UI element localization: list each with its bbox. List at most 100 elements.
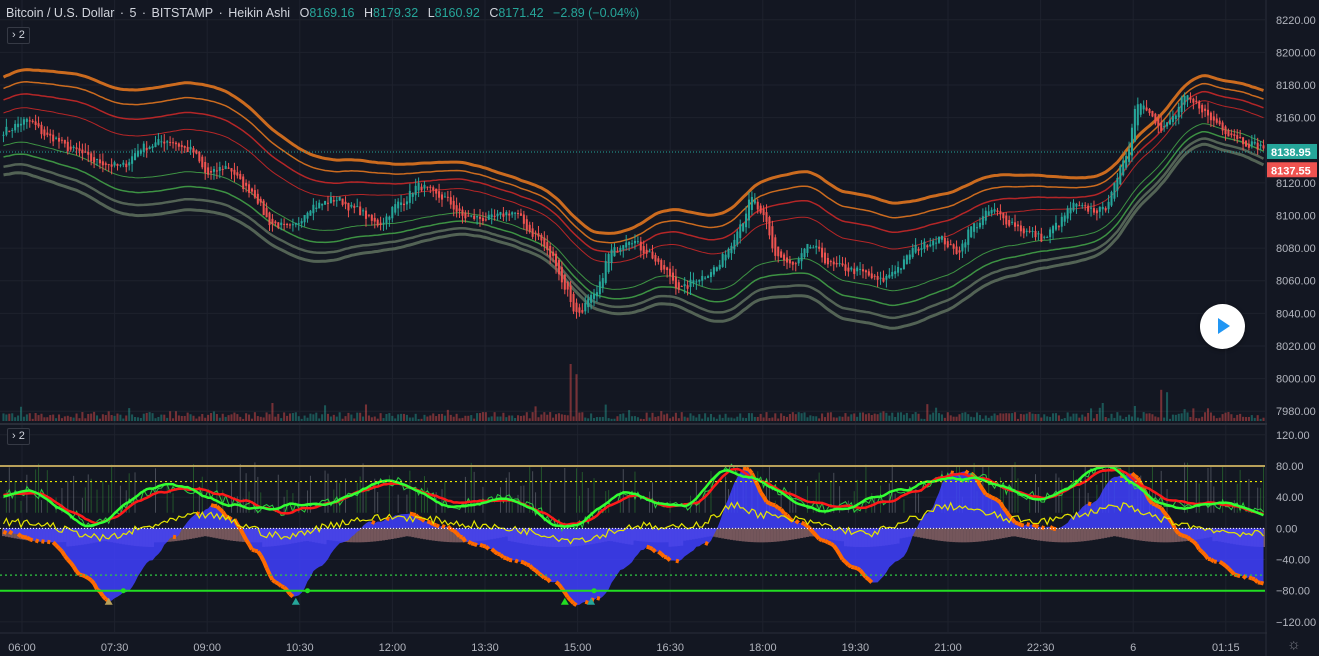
candle-body <box>844 264 847 271</box>
candle-body <box>595 292 598 297</box>
interval[interactable]: 5 <box>129 6 137 20</box>
volume-bar <box>1198 418 1201 421</box>
volume-bar <box>651 412 654 421</box>
volume-bar <box>312 414 315 421</box>
volume-bar <box>467 415 470 421</box>
candle-body <box>967 229 970 245</box>
oscillator-falling-edge <box>458 534 464 540</box>
settings-gear-icon[interactable]: ☼ <box>1287 636 1301 653</box>
oscillator-histogram-bar <box>382 528 385 541</box>
candle-body <box>151 146 154 149</box>
oscillator-falling-edge <box>861 572 868 579</box>
candle-body <box>522 214 525 224</box>
indicators-toggle-lower[interactable]: › 2 <box>7 428 30 445</box>
candle-body <box>718 264 721 270</box>
candle-body <box>481 217 484 221</box>
candle-body <box>1256 142 1259 150</box>
candle-body <box>128 162 131 166</box>
candle-body <box>218 166 221 171</box>
time-tick-label: 21:00 <box>934 642 962 654</box>
candle-body <box>101 161 104 166</box>
candle-body <box>873 275 876 277</box>
oscillator-histogram-bar <box>966 528 970 543</box>
candle-body <box>321 203 324 206</box>
candle-body <box>628 241 631 245</box>
volume-bar <box>1078 417 1081 421</box>
volume-bar <box>639 418 642 421</box>
candle-body <box>1250 141 1253 146</box>
volume-bar <box>1101 403 1104 421</box>
volume-bar <box>1244 417 1248 421</box>
oscillator-falling-edge <box>505 556 511 562</box>
indicators-toggle-main[interactable]: › 2 <box>7 27 30 44</box>
candle-body <box>265 207 268 218</box>
volume-bar <box>329 416 332 421</box>
volume-bar <box>557 413 560 421</box>
volume-bar <box>943 417 946 421</box>
oscillator-histogram-bar <box>230 528 233 541</box>
volume-bar <box>113 415 116 421</box>
oscillator-histogram-bar <box>732 528 736 541</box>
volume-bar <box>315 412 318 421</box>
candle-body <box>516 213 520 215</box>
candle-body <box>215 170 218 172</box>
volume-bar <box>145 412 148 421</box>
candle-body <box>1014 222 1017 227</box>
symbol-name[interactable]: Bitcoin / U.S. Dollar <box>6 6 115 20</box>
candle-body <box>999 211 1002 215</box>
oscillator-histogram-bar <box>1039 528 1043 541</box>
oscillator-histogram-bar <box>972 528 976 543</box>
oscillator-falling-edge <box>412 512 417 518</box>
candle-body <box>1066 208 1069 219</box>
oscillator-histogram-bar <box>1174 528 1178 543</box>
oscillator-histogram-bar <box>192 528 195 539</box>
candle-body <box>142 143 145 152</box>
oscillator-falling-edge <box>1229 569 1236 576</box>
price-label-box <box>1267 162 1317 178</box>
volume-bar <box>172 418 175 421</box>
oscillator-falling-edge <box>990 495 996 501</box>
candle-body <box>762 209 765 215</box>
candle-body <box>435 188 438 194</box>
candle-body <box>861 269 865 272</box>
candle-body <box>1148 108 1151 114</box>
volume-bar <box>745 418 748 421</box>
oscillator-falling-edge <box>1191 539 1198 546</box>
volume-bar <box>496 416 499 421</box>
oscillator-falling-edge <box>777 506 782 512</box>
candle-body <box>411 193 414 197</box>
volume-bar <box>525 412 528 421</box>
volume-bar <box>695 417 698 421</box>
candle-body <box>1128 149 1131 162</box>
candle-body <box>1037 233 1040 235</box>
time-tick-label: 12:00 <box>379 642 407 654</box>
oscillator-falling-edge <box>1001 506 1008 513</box>
candle-body <box>692 280 695 284</box>
candle-body <box>283 223 286 225</box>
candle-body <box>14 123 17 131</box>
volume-bar <box>1119 415 1122 421</box>
volume-bar <box>987 417 990 421</box>
candle-body <box>911 248 914 258</box>
volume-bar <box>680 412 683 421</box>
oscillator-histogram-bar <box>1028 528 1032 540</box>
oscillator-falling-edge <box>596 596 601 601</box>
candle-body <box>514 212 517 214</box>
volume-bar <box>1054 413 1057 421</box>
candle-body <box>43 129 46 136</box>
replay-play-button[interactable] <box>1200 304 1245 349</box>
volume-bar <box>245 413 248 421</box>
candle-body <box>116 163 119 166</box>
candle-body <box>1028 230 1031 232</box>
volume-bar <box>481 412 484 421</box>
oscillator-histogram-bar <box>1063 528 1067 543</box>
candle-body <box>557 260 560 275</box>
volume-bar <box>376 418 379 421</box>
candle-body <box>1189 97 1192 100</box>
oscillator-falling-edge <box>522 560 528 567</box>
volume-bar <box>321 414 324 421</box>
chart-style[interactable]: Heikin Ashi <box>228 6 291 20</box>
volume-bar <box>125 415 128 421</box>
oscillator-falling-edge <box>496 551 502 557</box>
